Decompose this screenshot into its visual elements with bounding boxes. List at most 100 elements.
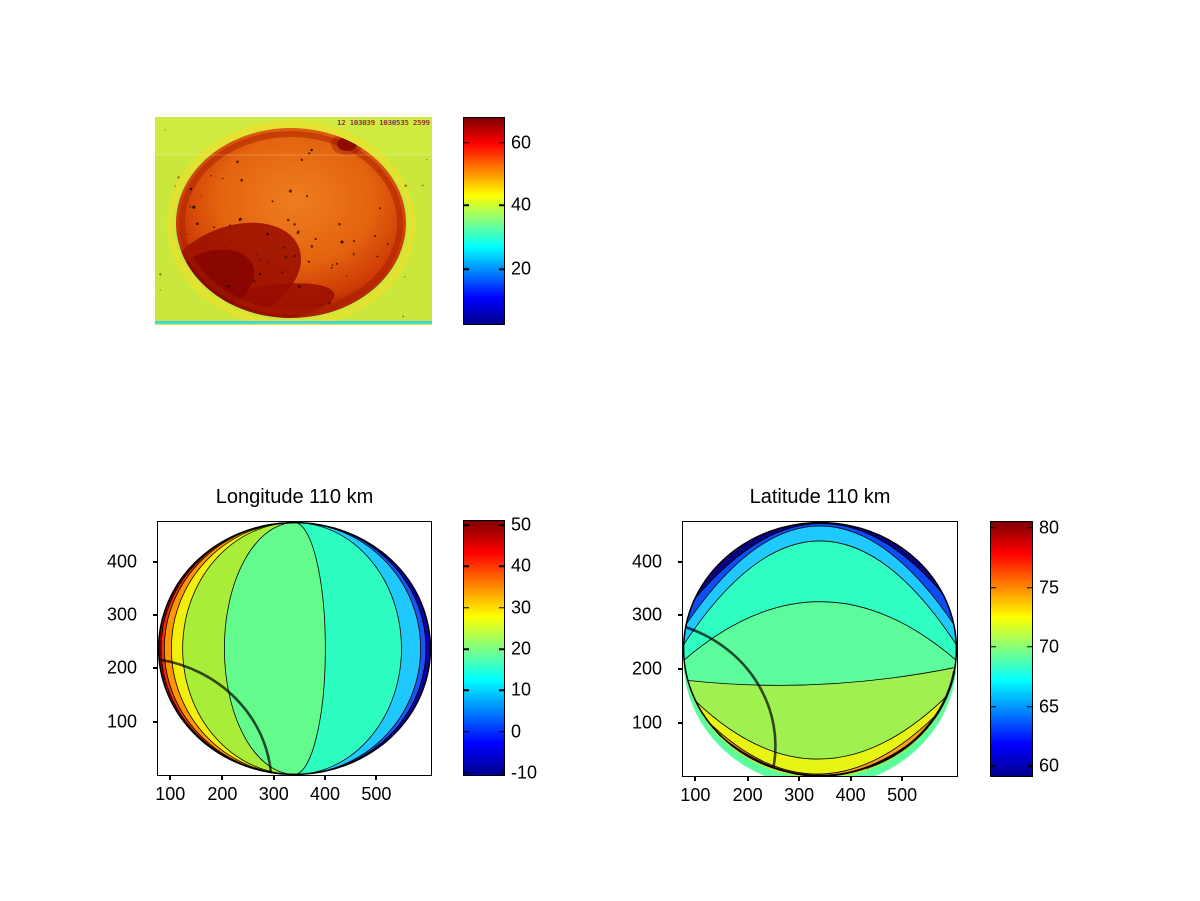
speckle: [200, 196, 202, 198]
colorbar-tick-label: 30: [511, 597, 532, 618]
x-tick-label: 400: [310, 784, 341, 804]
y-tick-mark: [153, 667, 158, 670]
speckle: [227, 284, 231, 288]
camera-image: 12 103039 1030535 2599 12 103039 1030535…: [155, 117, 432, 325]
camera-image-panel: 12 103039 1030535 2599 12 103039 1030535…: [155, 117, 432, 325]
colorbar-tick-label: 20: [511, 258, 532, 279]
colorbar-tick-label: -10: [511, 762, 538, 783]
speckle: [421, 184, 424, 187]
x-tick-label: 400: [835, 785, 866, 805]
background-speckles: [159, 129, 428, 318]
colorbar-tick-mark: [464, 524, 469, 526]
speckle: [271, 200, 274, 203]
colorbar-tick-mark: [499, 731, 504, 733]
speckle: [379, 170, 381, 172]
speckle: [310, 245, 314, 248]
x-tick-label: 300: [784, 785, 815, 805]
disc-outline: [158, 522, 431, 775]
colorbar-tick-mark: [1027, 586, 1032, 589]
x-tick-mark: [221, 775, 224, 780]
contour-line: [692, 523, 945, 601]
y-tick-mark: [153, 614, 158, 617]
x-tick-mark: [169, 775, 172, 780]
speckle: [225, 280, 227, 282]
x-tick-mark: [798, 776, 801, 781]
scan-seam: [155, 154, 432, 156]
speckle: [240, 178, 244, 182]
x-tick-mark: [849, 776, 852, 781]
speckle: [404, 184, 407, 188]
limb-crowding: [685, 625, 777, 768]
speckle: [310, 148, 313, 152]
y-tick-mark: [678, 668, 683, 671]
x-tick-mark: [746, 776, 749, 781]
y-tick-mark: [678, 721, 683, 724]
contour-line: [294, 522, 326, 775]
speckle: [320, 303, 322, 306]
colorbar-gradient: [464, 118, 504, 324]
speckle: [286, 218, 290, 222]
speckle: [374, 235, 377, 238]
speckle: [297, 284, 301, 288]
x-tick-label: 100: [155, 784, 186, 804]
colorbar-tick-mark: [1027, 765, 1032, 767]
colorbar-tick-mark: [499, 606, 504, 609]
speckle: [236, 160, 239, 164]
latitude-disc: [683, 522, 957, 776]
y-tick-mark: [153, 720, 158, 723]
colorbar-tick-label: 70: [1039, 636, 1060, 657]
longitude-plot-title: Longitude 110 km: [215, 486, 374, 508]
speckle: [305, 195, 309, 198]
contour-line: [163, 522, 295, 775]
contour-line: [182, 522, 295, 775]
colorbar-tick-label: 40: [511, 194, 532, 215]
colorbar-tick-mark: [464, 204, 469, 206]
speckle: [281, 271, 284, 273]
contour-line: [687, 667, 956, 686]
colorbar-tick-mark: [464, 648, 469, 650]
x-tick-label: 100: [680, 785, 711, 805]
colorbar-tick-mark: [499, 565, 504, 568]
timestamp-overlay: 12 103039 1030535 2599: [337, 119, 430, 127]
speckle: [267, 261, 270, 263]
speckle: [330, 266, 333, 269]
colorbar-tick-mark: [464, 772, 469, 774]
speckle: [186, 233, 188, 235]
colorbar-tick-mark: [464, 268, 469, 271]
colorbar-tick-mark: [499, 141, 504, 144]
colorbar-tick-mark: [464, 606, 469, 609]
x-tick-mark: [375, 775, 378, 780]
y-tick-label: 400: [631, 551, 662, 572]
speckle: [293, 223, 296, 226]
x-tick-mark: [324, 775, 327, 780]
x-tick-label: 500: [361, 784, 392, 804]
speckle: [221, 177, 224, 180]
speckle: [293, 254, 296, 257]
colorbar-gradient: [991, 522, 1032, 776]
limb-crowding: [158, 658, 273, 773]
colorbar-tick-mark: [464, 565, 469, 568]
colorbar-tick-mark: [991, 586, 996, 589]
colorbar-tick-label: 60: [511, 132, 532, 153]
speckle: [284, 255, 288, 259]
y-tick-mark: [153, 560, 158, 563]
speckle: [258, 273, 261, 276]
x-tick-mark: [694, 776, 697, 781]
speckle: [307, 260, 311, 264]
colorbar-tick-label: 60: [1039, 755, 1060, 776]
contour-line: [171, 522, 295, 775]
speckle: [256, 253, 258, 255]
x-tick-label: 300: [258, 784, 289, 804]
speckle: [296, 231, 299, 235]
colorbar-tick-mark: [464, 731, 469, 733]
x-tick-mark: [272, 775, 275, 780]
speckle: [189, 187, 193, 191]
latitude-colorbar: 80 75 70 65 60: [990, 517, 1059, 777]
contour-line: [294, 522, 427, 775]
speckle: [300, 158, 304, 162]
speckle: [213, 226, 216, 229]
colorbar-tick-mark: [464, 141, 469, 144]
speckle: [231, 239, 233, 241]
x-tick-label: 500: [887, 785, 918, 805]
